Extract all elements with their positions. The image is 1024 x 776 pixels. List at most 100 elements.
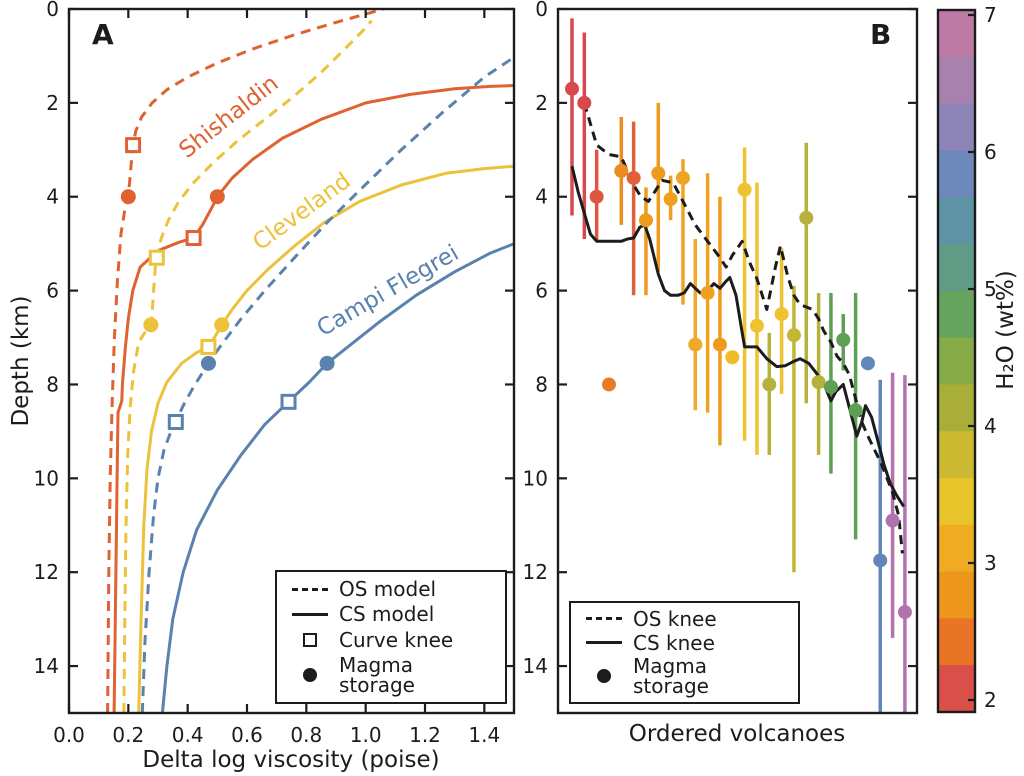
colorbar-segment-1 <box>938 56 975 105</box>
legend-label: OS model <box>339 577 437 602</box>
panel-a-xtick-label: 0.2 <box>112 723 144 747</box>
magma-storage-point-15 <box>749 318 764 333</box>
panel-a-xaxis-label: Delta log viscosity (poise) <box>142 747 440 773</box>
magma-storage-point-4 <box>614 163 629 178</box>
colorbar-tick-label: 5 <box>984 277 997 301</box>
legend-item-cs-model: CS model <box>287 604 495 624</box>
panel-a-ytick-label: 8 <box>46 372 59 396</box>
filled-circle-icon <box>287 667 333 682</box>
magma-storage-point-5 <box>626 170 641 185</box>
shishaldin-os-knee-marker <box>125 137 142 154</box>
magma-storage-point-21 <box>823 379 838 394</box>
campi-flegrei-cs-storage-marker <box>319 355 335 371</box>
panel-a-legend: OS model CS model Curve knee Magma stora… <box>275 570 507 704</box>
colorbar-tick-label: 4 <box>984 414 997 438</box>
panel-b-ytick-label: 2 <box>535 91 548 115</box>
magma-storage-point-16 <box>762 377 777 392</box>
panel-b-frame <box>556 7 919 715</box>
panel-b-ytick-label: 10 <box>523 466 548 490</box>
colorbar-tick-label: 7 <box>984 3 997 27</box>
colorbar-tick-label: 2 <box>984 688 997 712</box>
campi-flegrei-os-storage-marker <box>200 355 216 371</box>
panel-a-ytick-label: 10 <box>34 466 59 490</box>
magma-storage-point-22 <box>836 332 851 347</box>
magma-storage-point-9 <box>675 170 690 185</box>
panel-a-xtick-label: 0.6 <box>231 723 263 747</box>
magma-storage-point-26 <box>885 513 900 528</box>
magma-storage-point-24 <box>860 356 875 371</box>
cleveland-os-storage-marker <box>143 317 159 333</box>
magma-storage-point-6 <box>638 213 653 228</box>
colorbar-label: H₂O (wt%) <box>993 270 1019 390</box>
colorbar-segment-14 <box>938 665 975 713</box>
magma-storage-point-18 <box>786 328 801 343</box>
colorbar-segment-12 <box>938 571 975 619</box>
panel-b-ytick-label: 0 <box>535 0 548 21</box>
shishaldin-os-storage-marker <box>120 189 136 205</box>
colorbar-segment-7 <box>938 337 975 385</box>
magma-storage-point-14 <box>737 182 752 197</box>
panel-a-ytick-label: 12 <box>34 560 59 584</box>
panel-a-xtick-label: 0.4 <box>172 723 204 747</box>
shishaldin-cs-storage-marker <box>209 189 225 205</box>
magma-storage-point-11 <box>700 285 715 300</box>
legend-label: Magma storage <box>633 654 709 699</box>
colorbar-segment-8 <box>938 384 975 432</box>
colorbar-frame <box>936 8 977 714</box>
colorbar-segment-13 <box>938 618 975 666</box>
legend-label: Magma storage <box>339 652 415 697</box>
magma-storage-point-3 <box>601 377 616 392</box>
legend-item-magma-storage: Magma storage <box>287 655 495 695</box>
panel-a-xtick-label: 0.8 <box>290 723 322 747</box>
legend-label: OS knee <box>633 606 717 631</box>
magma-storage-point-27 <box>897 605 912 620</box>
magma-storage-point-2 <box>589 189 604 204</box>
campi-flegrei-cs-knee-marker <box>280 393 297 410</box>
colorbar-tick-label: 6 <box>984 140 997 164</box>
legend-item-magma-storage: Magma storage <box>581 656 788 696</box>
legend-item-os-model: OS model <box>287 579 495 599</box>
panel-b-ytick-label: 4 <box>535 185 548 209</box>
magma-storage-point-20 <box>811 375 826 390</box>
panel-b-ytick-label: 6 <box>535 279 548 303</box>
colorbar-segment-0 <box>938 10 975 58</box>
legend-item-curve-knee: Curve knee <box>287 630 495 650</box>
dashed-line-icon <box>287 587 333 591</box>
panel-a-ytick-label: 6 <box>46 279 59 303</box>
colorbar-segment-9 <box>938 431 975 479</box>
os-knee-line <box>582 102 904 554</box>
panel-a-xtick-label: 1.0 <box>350 723 382 747</box>
cleveland-os-knee-marker <box>148 249 165 266</box>
legend-label: CS knee <box>633 630 715 655</box>
cleveland-cs-knee-marker <box>200 338 217 355</box>
shishaldin-cs-knee-marker <box>185 230 202 247</box>
colorbar-segment-4 <box>938 197 975 245</box>
solid-line-icon <box>581 641 627 644</box>
panel-a-ytick-label: 14 <box>34 654 59 678</box>
magma-storage-point-23 <box>848 403 863 418</box>
panel-a-ytick-label: 2 <box>46 91 59 115</box>
filled-circle-icon <box>581 669 627 684</box>
magma-storage-point-10 <box>688 337 703 352</box>
magma-storage-point-7 <box>651 166 666 181</box>
magma-storage-point-13 <box>725 350 740 365</box>
panel-a-xtick-label: 1.2 <box>409 723 441 747</box>
legend-item-os-knee: OS knee <box>581 609 788 629</box>
magma-storage-point-17 <box>774 307 789 322</box>
panel-b-ytick-label: 12 <box>523 560 548 584</box>
cs-knee-line <box>570 165 905 508</box>
panel-a-yaxis-label: Depth (km) <box>8 295 34 427</box>
magma-storage-point-8 <box>663 192 678 207</box>
panel-a-xtick-label: 0.0 <box>53 723 85 747</box>
panel-a-xtick-label: 1.4 <box>468 723 500 747</box>
panel-b-legend: OS knee CS knee Magma storage <box>569 601 800 704</box>
magma-storage-point-0 <box>565 81 579 96</box>
colorbar-segment-3 <box>938 150 975 198</box>
panel-a-letter: A <box>92 18 114 51</box>
panel-a-frame <box>67 7 516 715</box>
legend-label: CS model <box>339 602 435 627</box>
open-square-icon <box>287 632 333 647</box>
panel-b-ytick-label: 8 <box>535 372 548 396</box>
colorbar-segment-11 <box>938 524 975 573</box>
